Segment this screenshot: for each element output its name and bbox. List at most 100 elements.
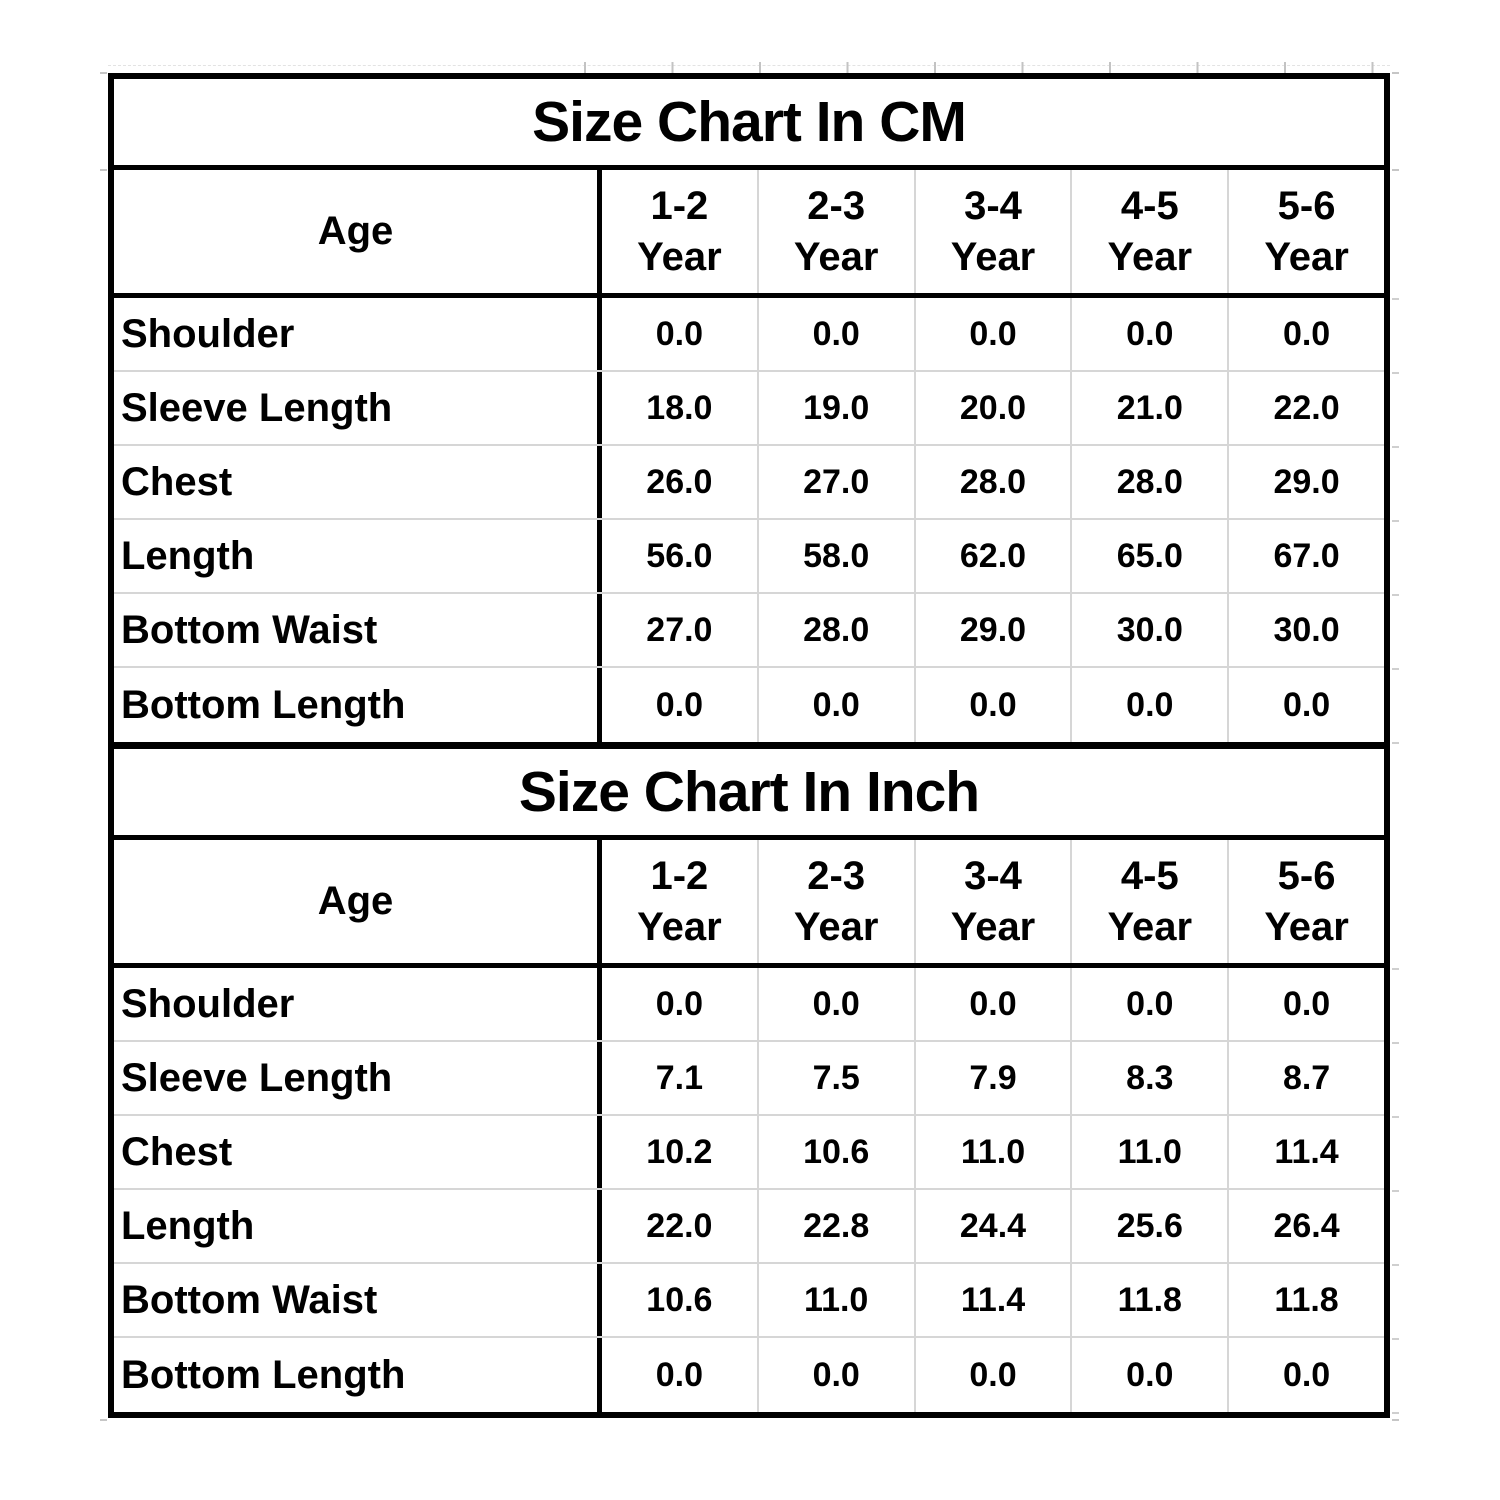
spreadsheet-row-tick bbox=[100, 169, 107, 171]
age-range: 1-2 bbox=[650, 183, 709, 228]
age-header-cell: Age bbox=[114, 170, 602, 293]
size-value: 22.0 bbox=[1273, 388, 1340, 427]
cm-header-row: Age 1-2 Year 2-3 Year 3-4 Year 4-5 Year bbox=[114, 170, 1384, 298]
age-column-header: 5-6 Year bbox=[1229, 170, 1384, 293]
age-range: 2-3 bbox=[807, 183, 866, 228]
age-unit: Year bbox=[1107, 905, 1193, 950]
age-range: 3-4 bbox=[964, 183, 1022, 228]
size-value: 11.4 bbox=[916, 1264, 1073, 1336]
size-value: 10.6 bbox=[759, 1116, 916, 1188]
size-value: 22.0 bbox=[602, 1190, 759, 1262]
age-unit: Year bbox=[637, 905, 722, 950]
size-value: 28.0 bbox=[759, 594, 916, 666]
size-value: 7.1 bbox=[602, 1042, 759, 1114]
table-row: Length 22.0 22.8 24.4 25.6 26.4 bbox=[114, 1190, 1384, 1264]
row-label: Sleeve Length bbox=[114, 1042, 602, 1114]
age-column-header: 2-3 Year bbox=[759, 170, 916, 293]
size-value: 0.0 bbox=[759, 298, 916, 370]
size-value: 0.0 bbox=[916, 968, 1073, 1040]
size-value: 0.0 bbox=[1282, 984, 1331, 1023]
table-row: Length 56.0 58.0 62.0 65.0 67.0 bbox=[114, 520, 1384, 594]
size-value: 10.6 bbox=[602, 1264, 759, 1336]
table-section-divider bbox=[114, 742, 1384, 749]
size-value: 0.0 bbox=[759, 668, 916, 742]
table-row: Chest 26.0 27.0 28.0 28.0 29.0 bbox=[114, 446, 1384, 520]
size-value: 18.0 bbox=[602, 372, 759, 444]
row-label: Bottom Length bbox=[114, 1338, 602, 1412]
age-unit: Year bbox=[637, 235, 722, 280]
row-label: Length bbox=[114, 520, 602, 592]
size-value: 56.0 bbox=[602, 520, 759, 592]
size-value: 11.4 bbox=[1274, 1132, 1339, 1171]
row-label: Bottom Waist bbox=[114, 1264, 602, 1336]
size-value: 11.8 bbox=[1072, 1264, 1230, 1336]
age-column-header: 4-5 Year bbox=[1072, 840, 1230, 963]
age-column-header: 4-5 Year bbox=[1072, 170, 1230, 293]
age-unit: Year bbox=[1264, 235, 1349, 280]
age-column-header: 1-2 Year bbox=[602, 840, 759, 963]
age-unit: Year bbox=[950, 905, 1036, 950]
size-value: 27.0 bbox=[759, 446, 916, 518]
age-column-header: 2-3 Year bbox=[759, 840, 916, 963]
row-label: Sleeve Length bbox=[114, 372, 602, 444]
size-value: 0.0 bbox=[1282, 1355, 1331, 1394]
spreadsheet-row-tick bbox=[1392, 1419, 1399, 1421]
size-value: 58.0 bbox=[759, 520, 916, 592]
age-column-header: 1-2 Year bbox=[602, 170, 759, 293]
inch-title-row: Size Chart In Inch bbox=[114, 749, 1384, 840]
size-value: 0.0 bbox=[602, 668, 759, 742]
age-unit: Year bbox=[793, 235, 879, 280]
age-unit: Year bbox=[793, 905, 879, 950]
size-value: 27.0 bbox=[602, 594, 759, 666]
age-range: 5-6 bbox=[1277, 853, 1336, 898]
table-row: Bottom Waist 10.6 11.0 11.4 11.8 11.8 bbox=[114, 1264, 1384, 1338]
size-value: 0.0 bbox=[1072, 298, 1230, 370]
table-row: Bottom Length 0.0 0.0 0.0 0.0 0.0 bbox=[114, 668, 1384, 742]
size-value: 8.3 bbox=[1072, 1042, 1230, 1114]
size-value: 22.8 bbox=[759, 1190, 916, 1262]
size-value: 21.0 bbox=[1072, 372, 1230, 444]
row-label: Shoulder bbox=[114, 298, 602, 370]
size-value: 0.0 bbox=[916, 298, 1073, 370]
size-value: 0.0 bbox=[1282, 685, 1331, 724]
size-value: 28.0 bbox=[916, 446, 1073, 518]
size-value: 26.0 bbox=[602, 446, 759, 518]
size-value: 0.0 bbox=[916, 1338, 1073, 1412]
age-range: 5-6 bbox=[1277, 183, 1336, 228]
age-range: 4-5 bbox=[1120, 853, 1179, 898]
size-value: 28.0 bbox=[1072, 446, 1230, 518]
size-value: 29.0 bbox=[1273, 462, 1340, 501]
size-value: 62.0 bbox=[916, 520, 1073, 592]
age-unit: Year bbox=[1264, 905, 1349, 950]
spreadsheet-row-tick bbox=[1392, 72, 1399, 74]
size-value: 67.0 bbox=[1273, 536, 1340, 575]
size-value: 11.0 bbox=[916, 1116, 1073, 1188]
table-row: Shoulder 0.0 0.0 0.0 0.0 0.0 bbox=[114, 298, 1384, 372]
table-row: Bottom Length 0.0 0.0 0.0 0.0 0.0 bbox=[114, 1338, 1384, 1412]
size-value: 0.0 bbox=[602, 1338, 759, 1412]
cm-table-title: Size Chart In CM bbox=[532, 89, 967, 154]
size-value: 11.8 bbox=[1274, 1280, 1339, 1319]
size-value: 0.0 bbox=[916, 668, 1073, 742]
size-value: 30.0 bbox=[1072, 594, 1230, 666]
size-value: 20.0 bbox=[916, 372, 1073, 444]
age-column-header: 3-4 Year bbox=[916, 170, 1073, 293]
size-value: 0.0 bbox=[602, 298, 759, 370]
age-column-header: 5-6 Year bbox=[1229, 840, 1384, 963]
row-label: Bottom Waist bbox=[114, 594, 602, 666]
row-label: Chest bbox=[114, 1116, 602, 1188]
size-value: 0.0 bbox=[1072, 968, 1230, 1040]
spreadsheet-row-tick bbox=[100, 1419, 107, 1421]
table-row: Bottom Waist 27.0 28.0 29.0 30.0 30.0 bbox=[114, 594, 1384, 668]
size-value: 0.0 bbox=[1282, 314, 1331, 353]
row-label: Chest bbox=[114, 446, 602, 518]
cm-title-row: Size Chart In CM bbox=[114, 79, 1384, 170]
size-chart-inch-section: Size Chart In Inch Age 1-2 Year 2-3 Year… bbox=[114, 749, 1384, 1412]
size-value: 19.0 bbox=[759, 372, 916, 444]
size-value: 25.6 bbox=[1072, 1190, 1230, 1262]
spreadsheet-row-tick bbox=[1392, 169, 1399, 171]
row-label: Bottom Length bbox=[114, 668, 602, 742]
size-value: 29.0 bbox=[916, 594, 1073, 666]
age-unit: Year bbox=[950, 235, 1036, 280]
